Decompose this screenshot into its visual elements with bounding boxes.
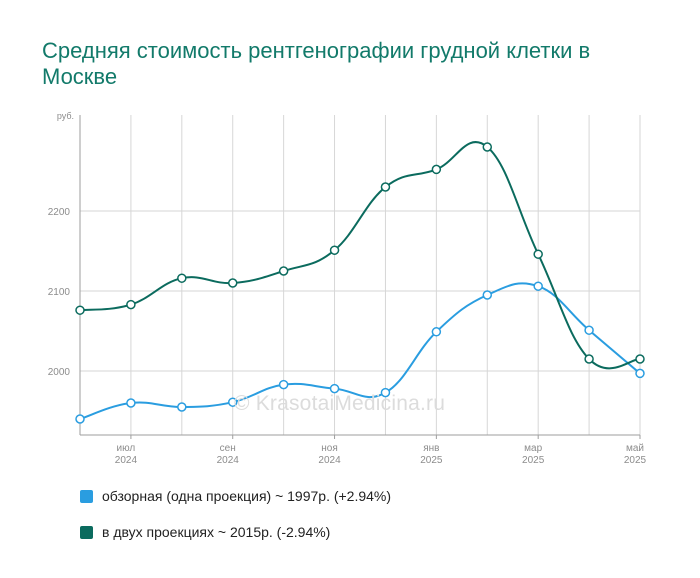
y-tick-label: 2100 xyxy=(48,287,71,298)
legend: обзорная (одна проекция) ~ 1997р. (+2.94… xyxy=(80,486,391,558)
series-line-2 xyxy=(79,141,641,370)
legend-swatch xyxy=(80,525,93,539)
x-tick-month: сен xyxy=(220,443,236,454)
x-tick-month: май xyxy=(626,443,644,454)
data-point-series-1 xyxy=(431,327,442,337)
data-point-series-2 xyxy=(126,299,136,310)
data-point-series-1 xyxy=(126,398,136,408)
data-point-series-1 xyxy=(227,397,238,407)
series-points xyxy=(75,142,645,424)
data-point-series-2 xyxy=(482,142,493,152)
axes xyxy=(79,115,641,439)
legend-label: в двух проекциях ~ 2015р. (-2.94%) xyxy=(102,524,331,540)
y-tick-label: 2000 xyxy=(48,367,71,378)
data-point-series-1 xyxy=(635,368,645,379)
tick-labels: 200021002200руб.июл2024сен2024ноя2024янв… xyxy=(48,111,647,466)
x-tick-year: 2024 xyxy=(318,455,341,466)
x-tick-month: мар xyxy=(524,443,542,454)
data-point-series-2 xyxy=(380,182,391,192)
data-point-series-2 xyxy=(329,245,340,255)
data-point-series-1 xyxy=(533,281,543,291)
legend-label: обзорная (одна проекция) ~ 1997р. (+2.94… xyxy=(102,488,392,504)
data-point-series-2 xyxy=(227,278,238,288)
data-point-series-1 xyxy=(329,383,340,394)
series-lines xyxy=(79,141,641,420)
x-tick-year: 2025 xyxy=(522,455,545,466)
x-tick-month: янв xyxy=(423,443,439,454)
data-point-series-2 xyxy=(584,354,594,364)
data-point-series-1 xyxy=(380,387,391,398)
x-tick-year: 2025 xyxy=(420,455,443,466)
y-tick-label: 2200 xyxy=(48,207,71,218)
data-point-series-1 xyxy=(584,325,594,335)
legend-swatch xyxy=(80,489,93,503)
x-tick-year: 2024 xyxy=(115,455,138,466)
data-point-series-2 xyxy=(177,273,187,283)
data-point-series-2 xyxy=(431,164,442,175)
data-point-series-2 xyxy=(635,354,645,364)
data-point-series-1 xyxy=(177,402,187,412)
y-axis-unit: руб. xyxy=(57,111,74,121)
data-point-series-1 xyxy=(75,414,85,424)
watermark: © KrasotaiMedicina.ru xyxy=(234,392,446,415)
x-tick-year: 2025 xyxy=(624,455,647,466)
legend-item-two-projections[interactable]: в двух проекциях ~ 2015р. (-2.94%) xyxy=(80,522,391,542)
chart-title: Средняя стоимость рентгенографии грудной… xyxy=(42,38,591,89)
grid-lines xyxy=(80,115,641,435)
data-point-series-1 xyxy=(278,379,289,390)
data-point-series-2 xyxy=(533,249,543,259)
line-chart: 200021002200руб.июл2024сен2024ноя2024янв… xyxy=(48,111,647,466)
x-tick-month: июл xyxy=(117,443,136,454)
data-point-series-2 xyxy=(75,305,85,315)
x-tick-month: ноя xyxy=(321,443,338,454)
data-point-series-2 xyxy=(278,266,289,276)
data-point-series-1 xyxy=(482,290,493,300)
legend-item-single-projection[interactable]: обзорная (одна проекция) ~ 1997р. (+2.94… xyxy=(80,486,391,506)
x-tick-year: 2024 xyxy=(217,455,240,466)
